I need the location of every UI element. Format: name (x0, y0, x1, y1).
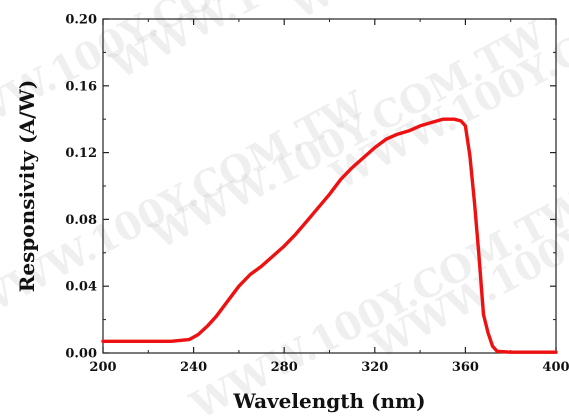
y-tick-label: 0.04 (65, 280, 97, 295)
x-tick-label: 240 (180, 360, 207, 375)
y-tick-label: 0.00 (65, 347, 97, 362)
y-tick-label: 0.20 (65, 13, 97, 28)
x-tick-label: 320 (361, 360, 388, 375)
x-tick-label: 360 (452, 360, 479, 375)
responsivity-line (101, 117, 558, 354)
ticks-layer: 200 240 280 320 360 400 0.00 0.04 0.08 0.12 0.16 0.… (65, 13, 569, 376)
y-tick-label: 0.08 (65, 213, 97, 228)
y-tick-label: 0.16 (65, 79, 97, 94)
x-axis-title: Wavelength (nm) (232, 389, 425, 413)
series-layer (101, 117, 558, 354)
y-tick-label: 0.12 (65, 146, 97, 161)
x-tick-label: 400 (542, 360, 569, 375)
y-axis-title: Responsivity (A/W) (15, 80, 39, 293)
watermark-text: WWW.100Y.COM.TW (142, 11, 553, 258)
x-tick-label: 200 (89, 360, 116, 375)
x-tick-label: 280 (271, 360, 298, 375)
